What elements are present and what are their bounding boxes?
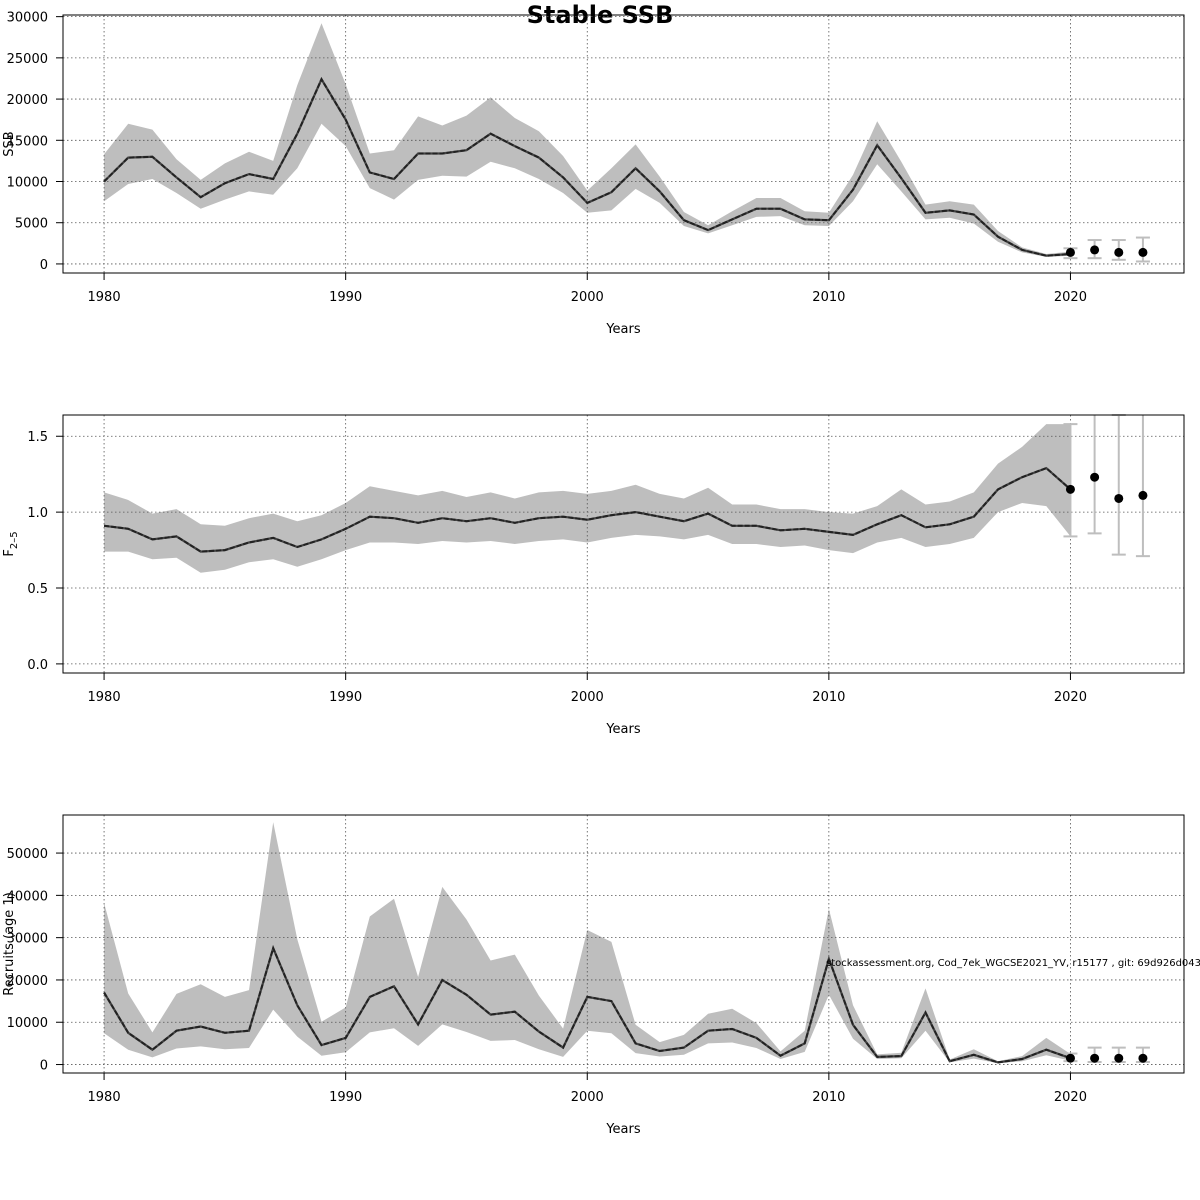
plot-frame bbox=[62, 414, 1185, 674]
forecast-point bbox=[1090, 245, 1100, 255]
forecast-point bbox=[1065, 247, 1075, 257]
x-tick-label: 1980 bbox=[88, 290, 121, 305]
forecast-point bbox=[1114, 247, 1124, 257]
confidence-band bbox=[104, 822, 1071, 1064]
x-tick-label: 1990 bbox=[329, 690, 362, 705]
x-tick-label: 2010 bbox=[812, 690, 845, 705]
x-tick-label: 2020 bbox=[1054, 1090, 1087, 1105]
forecast-point bbox=[1114, 1053, 1124, 1063]
forecast-point bbox=[1138, 1053, 1148, 1063]
source-footnote: stockassessment.org, Cod_7ek_WGCSE2021_Y… bbox=[826, 958, 1200, 969]
y-tick-label: 25000 bbox=[7, 52, 48, 67]
y-tick-label: 1.0 bbox=[27, 506, 48, 521]
y-axis-label-text: Recruits (age 1) bbox=[2, 892, 17, 996]
y-axis-label: F2–5 bbox=[2, 531, 20, 556]
x-tick-label: 2000 bbox=[571, 690, 604, 705]
y-tick-label: 10000 bbox=[7, 1016, 48, 1031]
plot-frame bbox=[62, 14, 1185, 274]
forecast-point bbox=[1138, 247, 1148, 257]
y-tick-label: 0 bbox=[40, 258, 48, 273]
y-tick-label: 0.0 bbox=[27, 658, 48, 673]
x-tick-label: 2000 bbox=[571, 290, 604, 305]
x-tick-label: 1980 bbox=[88, 690, 121, 705]
x-axis-label: Years bbox=[605, 722, 641, 737]
estimate-line bbox=[103, 945, 1071, 1064]
forecast-point bbox=[1090, 472, 1100, 482]
x-tick-label: 1980 bbox=[88, 1090, 121, 1105]
forecast-point bbox=[1090, 1053, 1100, 1063]
y-axis-label: SSB bbox=[2, 131, 17, 156]
y-tick-label: 1.5 bbox=[27, 430, 48, 445]
y-tick-label: 0 bbox=[40, 1059, 48, 1074]
ssb-panel: 1980 1990 2000 2010 2020 0 5000 10000 15000 20000… bbox=[2, 11, 1185, 337]
x-tick-label: 2020 bbox=[1054, 290, 1087, 305]
y-tick-label: 30000 bbox=[7, 11, 48, 26]
y-tick-label: 50000 bbox=[7, 847, 48, 862]
y-tick-label: 40000 bbox=[7, 889, 48, 904]
x-axis-label: Years bbox=[605, 1122, 641, 1137]
x-axis-label: Years bbox=[605, 322, 641, 337]
x-tick-label: 1990 bbox=[329, 1090, 362, 1105]
x-tick-label: 2000 bbox=[571, 1090, 604, 1105]
x-tick-label: 1990 bbox=[329, 290, 362, 305]
y-tick-label: 10000 bbox=[7, 176, 48, 191]
x-tick-label: 2020 bbox=[1054, 690, 1087, 705]
forecast-point bbox=[1114, 493, 1124, 503]
x-tick-label: 2010 bbox=[812, 290, 845, 305]
y-tick-label: 5000 bbox=[15, 217, 48, 232]
recruitment-panel: 1980 1990 2000 2010 2020 0 10000 20000 30000 4000… bbox=[2, 814, 1185, 1137]
plot-frame bbox=[62, 814, 1185, 1074]
y-tick-label: 20000 bbox=[7, 93, 48, 108]
x-tick-label: 2010 bbox=[812, 1090, 845, 1105]
y-axis-label-subscript: 2–5 bbox=[9, 531, 20, 549]
forecast-point bbox=[1065, 1053, 1075, 1063]
y-axis-label-text: SSB bbox=[2, 131, 17, 156]
estimate-line bbox=[103, 77, 1071, 257]
forecast-point bbox=[1138, 490, 1148, 500]
forecast-point bbox=[1065, 484, 1075, 494]
y-axis-label: Recruits (age 1) bbox=[2, 892, 17, 996]
fishing-mortality-panel: 1980 1990 2000 2010 2020 0.0 0.5 1.0 1.5 Years F2–… bbox=[2, 414, 1185, 737]
y-axis-label-text: F bbox=[2, 549, 17, 556]
y-tick-label: 15000 bbox=[7, 134, 48, 149]
y-tick-label: 20000 bbox=[7, 974, 48, 989]
confidence-band bbox=[104, 424, 1071, 573]
y-tick-label: 30000 bbox=[7, 932, 48, 947]
estimate-line bbox=[103, 466, 1072, 553]
confidence-band bbox=[104, 23, 1071, 257]
y-tick-label: 0.5 bbox=[27, 582, 48, 597]
